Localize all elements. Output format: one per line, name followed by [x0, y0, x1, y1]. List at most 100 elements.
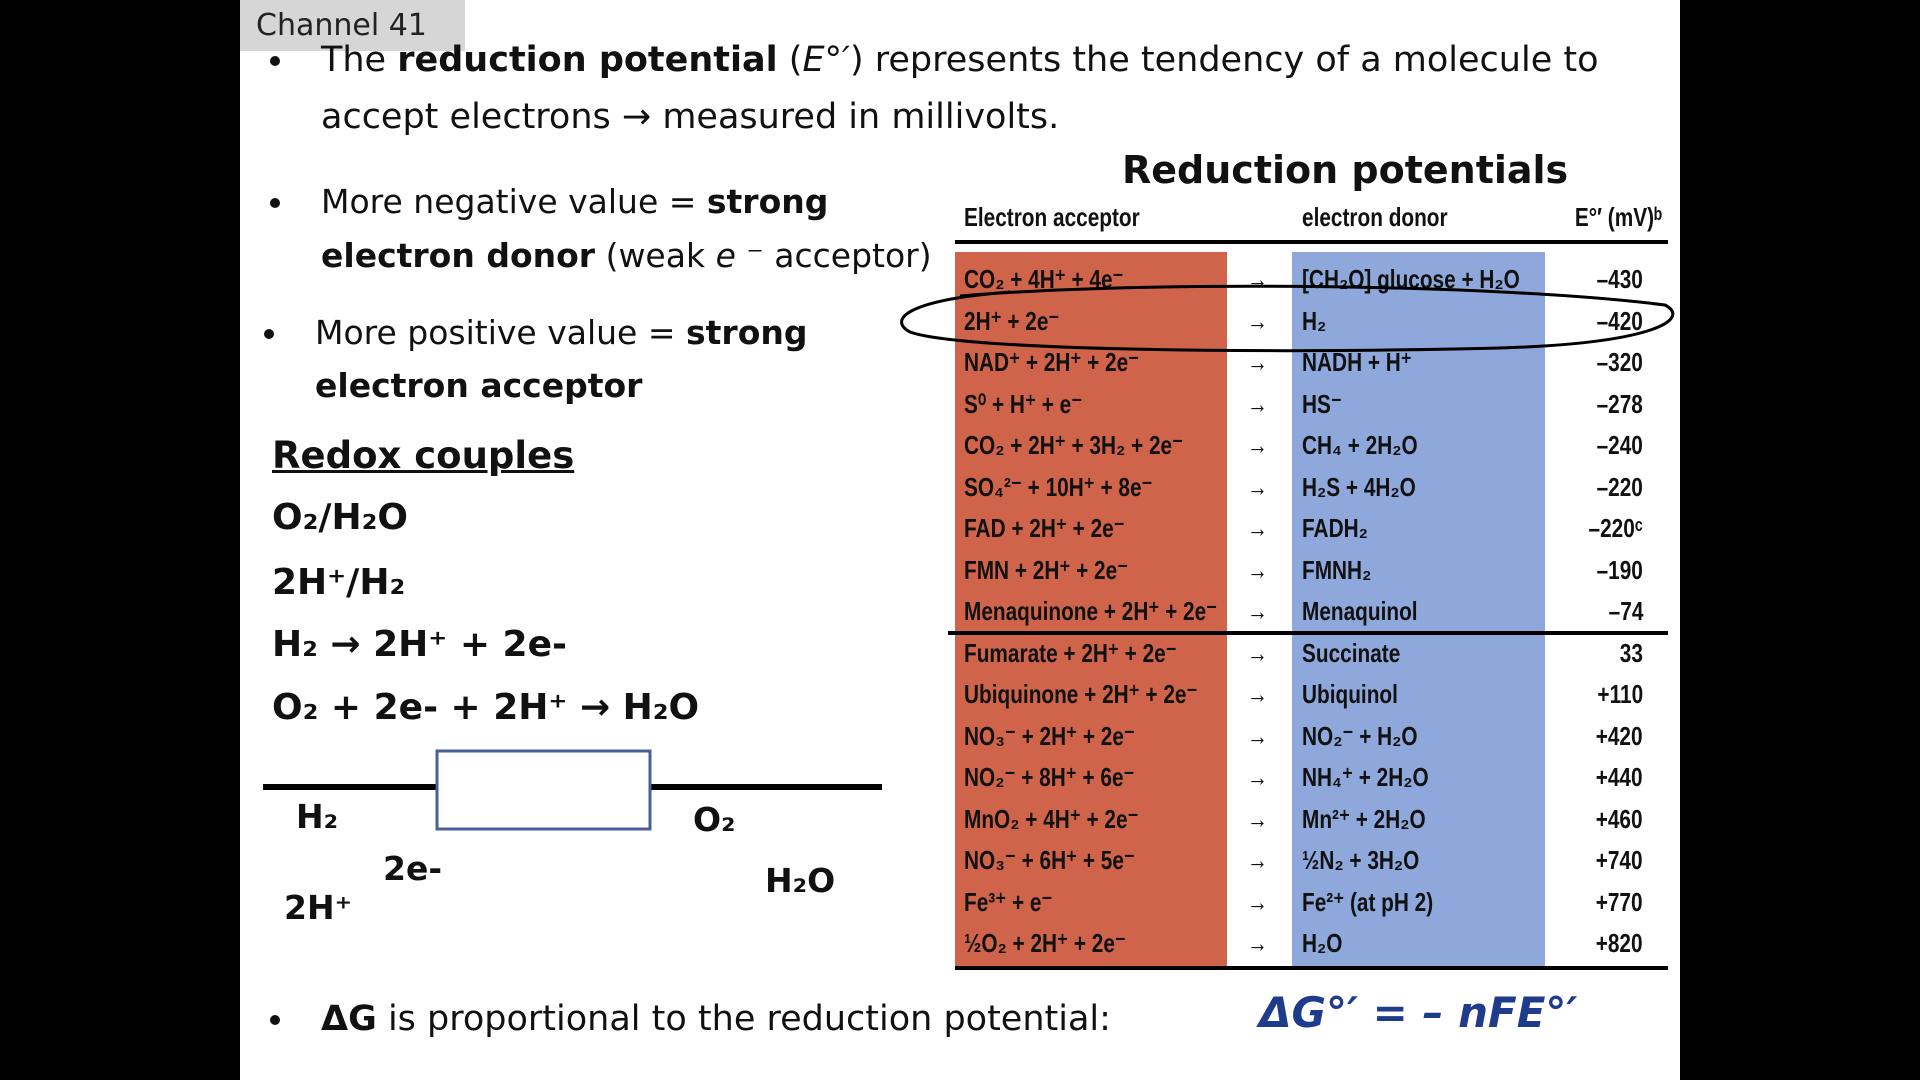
acceptor-column	[955, 252, 1227, 966]
arrow-cell: →	[1247, 928, 1268, 958]
redox-line: H₂ → 2H⁺ + 2e-	[272, 624, 567, 665]
arrow-cell: →	[1247, 679, 1268, 709]
acceptor-cell: CO₂ + 2H⁺ + 3H₂ + 2e⁻	[964, 430, 1184, 460]
potential-cell: –74	[1608, 596, 1643, 626]
potential-cell: +770	[1596, 886, 1643, 917]
acceptor-cell: CO₂ + 4H⁺ + 4e⁻	[964, 264, 1124, 294]
acceptor-cell: Fe³⁺ + e⁻	[964, 886, 1053, 917]
potential-cell: –190	[1596, 554, 1643, 585]
donor-cell: Menaquinol	[1302, 596, 1418, 626]
table-header: E°′ (mV)ᵇ	[1574, 202, 1662, 232]
text: strong electron acceptor	[315, 313, 808, 405]
potential-cell: +110	[1597, 679, 1643, 709]
diagram-label: H₂	[296, 797, 339, 836]
donor-cell: Fe²⁺ (at pH 2)	[1302, 886, 1434, 917]
diagram-label: H₂O	[765, 861, 836, 900]
donor-cell: H₂O	[1302, 928, 1343, 958]
arrow-cell: →	[1247, 388, 1268, 419]
potential-cell: –220	[1596, 471, 1643, 502]
text: strong electron donor	[321, 182, 829, 275]
donor-cell: H₂S + 4H₂O	[1302, 471, 1416, 502]
potential-cell: +820	[1596, 928, 1643, 958]
potential-cell: +440	[1596, 762, 1643, 792]
bullet: More negative value = strong electron do…	[321, 175, 946, 283]
arrow-cell: →	[1247, 554, 1268, 585]
donor-cell: [CH₂O] glucose + H₂O	[1302, 264, 1520, 294]
bullet: More positive value = strong electron ac…	[315, 306, 855, 412]
redox-line: O₂/H₂O	[272, 497, 409, 538]
arrow-cell: →	[1247, 762, 1268, 792]
donor-cell: NO₂⁻ + H₂O	[1302, 720, 1418, 751]
potential-cell: –220ᶜ	[1588, 513, 1643, 543]
redox-line: 2H⁺/H₂	[272, 562, 406, 603]
acceptor-cell: NO₃⁻ + 6H⁺ + 5e⁻	[964, 845, 1135, 875]
donor-cell: FMNH₂	[1302, 554, 1372, 585]
potential-cell: +420	[1596, 720, 1643, 751]
acceptor-cell: ½O₂ + 2H⁺ + 2e⁻	[964, 928, 1126, 958]
donor-cell: FADH₂	[1302, 513, 1368, 543]
donor-cell: Succinate	[1302, 637, 1401, 668]
diagram-label: O₂	[693, 800, 736, 839]
text: E°′	[802, 40, 850, 80]
text: is proportional to the reduction potenti…	[376, 999, 1111, 1039]
donor-cell: Ubiquinol	[1302, 679, 1398, 709]
text: ΔG	[321, 999, 377, 1039]
arrow-cell: →	[1247, 430, 1268, 460]
diagram-box	[435, 749, 652, 831]
text: (	[777, 40, 803, 80]
arrow-cell: →	[1247, 886, 1268, 917]
acceptor-cell: NO₃⁻ + 2H⁺ + 2e⁻	[964, 720, 1135, 751]
arrow-cell: →	[1247, 347, 1268, 377]
diagram-label: 2H⁺	[284, 888, 352, 927]
donor-cell: ½N₂ + 3H₂O	[1302, 845, 1420, 875]
formula: ΔG°′ = – nFE°′	[1259, 988, 1578, 1037]
acceptor-cell: MnO₂ + 4H⁺ + 2e⁻	[964, 803, 1139, 834]
donor-cell: H₂	[1302, 305, 1327, 336]
potential-cell: –430	[1596, 264, 1643, 294]
redox-title: Redox couples	[272, 434, 575, 477]
acceptor-cell: S⁰ + H⁺ + e⁻	[964, 388, 1083, 419]
potential-cell: –240	[1596, 430, 1643, 460]
arrow-cell: →	[1247, 637, 1268, 668]
acceptor-cell: FAD + 2H⁺ + 2e⁻	[964, 513, 1125, 543]
acceptor-cell: FMN + 2H⁺ + 2e⁻	[964, 554, 1129, 585]
acceptor-cell: Ubiquinone + 2H⁺ + 2e⁻	[964, 679, 1198, 709]
potential-cell: –320	[1596, 347, 1643, 377]
channel-tag: Channel 41	[240, 0, 465, 51]
text: The	[321, 40, 398, 80]
potential-cell: +740	[1596, 845, 1643, 875]
donor-cell: Mn²⁺ + 2H₂O	[1302, 803, 1426, 834]
potential-cell: –420	[1596, 305, 1643, 336]
bullet-dot	[270, 56, 280, 66]
bullet: ΔG is proportional to the reduction pote…	[321, 992, 1111, 1046]
text: ⁻ acceptor)	[735, 236, 932, 275]
potential-cell: 33	[1619, 637, 1643, 668]
donor-cell: NH₄⁺ + 2H₂O	[1302, 762, 1429, 792]
table-title: Reduction potentials	[1122, 148, 1569, 192]
text: (weak	[595, 236, 716, 275]
acceptor-cell: SO₄²⁻ + 10H⁺ + 8e⁻	[964, 471, 1153, 502]
acceptor-cell: NAD⁺ + 2H⁺ + 2e⁻	[964, 347, 1140, 377]
bullet-dot	[264, 329, 274, 339]
donor-cell: HS⁻	[1302, 388, 1342, 419]
text: e	[715, 236, 736, 275]
arrow-cell: →	[1247, 471, 1268, 502]
acceptor-cell: Fumarate + 2H⁺ + 2e⁻	[964, 637, 1177, 668]
arrow-cell: →	[1247, 305, 1268, 336]
arrow-cell: →	[1247, 264, 1268, 294]
arrow-cell: →	[1247, 720, 1268, 751]
table-header: Electron acceptor	[964, 202, 1140, 232]
text: More positive value =	[315, 313, 686, 352]
acceptor-cell: NO₂⁻ + 8H⁺ + 6e⁻	[964, 762, 1135, 792]
arrow-cell: →	[1247, 596, 1268, 626]
diagram-label: 2e-	[383, 849, 443, 888]
arrow-cell: →	[1247, 513, 1268, 543]
donor-column	[1292, 252, 1545, 966]
donor-cell: CH₄ + 2H₂O	[1302, 430, 1418, 460]
acceptor-cell: 2H⁺ + 2e⁻	[964, 305, 1060, 336]
potential-cell: –278	[1596, 388, 1643, 419]
text: More negative value =	[321, 182, 707, 221]
arrow-cell: →	[1247, 845, 1268, 875]
text: reduction potential	[397, 40, 778, 80]
